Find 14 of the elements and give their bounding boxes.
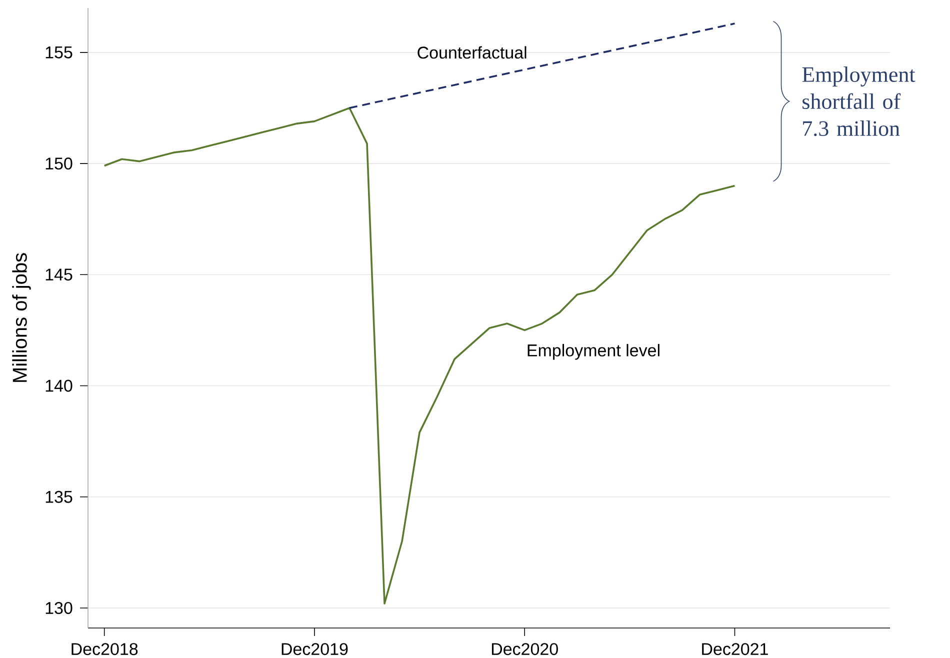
- y-tick-label: 135: [46, 490, 72, 503]
- annotation: Employment shortfall of 7.3 million: [802, 66, 916, 136]
- x-tick-label: Dec2021: [702, 643, 768, 656]
- y-tick-label: 145: [46, 268, 72, 281]
- y-axis-title: Millions of jobs: [12, 253, 31, 382]
- y-tick-label: 140: [46, 380, 72, 392]
- y-tick-label: 155: [46, 46, 72, 58]
- x-tick-label: Dec2020: [492, 643, 558, 656]
- y-tick-label: 150: [46, 158, 72, 170]
- y-tick-label: 130: [46, 602, 72, 614]
- series-label: Employment level: [528, 344, 660, 360]
- x-tick-label: Dec2019: [282, 643, 348, 656]
- series-label: Counterfactual: [418, 46, 526, 59]
- x-tick-label: Dec2018: [72, 643, 138, 656]
